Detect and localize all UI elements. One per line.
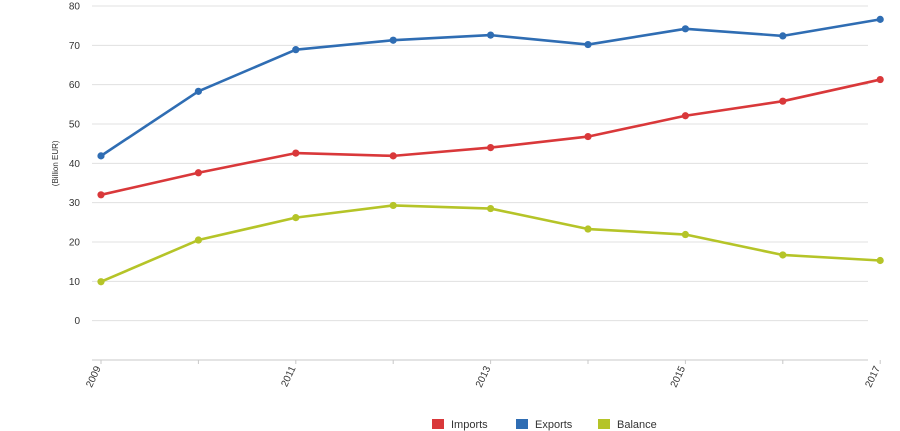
y-tick-label: 60 — [69, 80, 81, 91]
y-tick-label: 50 — [69, 120, 81, 131]
y-tick-label: 30 — [69, 198, 81, 209]
y-tick-label: 20 — [69, 238, 81, 249]
imports-point[interactable] — [389, 152, 397, 160]
x-tick-label: 2017 — [864, 364, 884, 389]
imports-point[interactable] — [584, 132, 592, 141]
y-tick-label: 0 — [74, 316, 80, 327]
exports-point[interactable] — [292, 46, 300, 54]
x-tick-label: 2009 — [84, 364, 104, 389]
legend-item-exports[interactable]: Exports — [516, 419, 573, 431]
exports-point[interactable] — [389, 36, 397, 44]
x-axis — [92, 359, 881, 364]
exports-point[interactable] — [779, 32, 787, 40]
balance-line — [99, 204, 882, 284]
gridlines — [92, 5, 868, 322]
imports-point[interactable] — [292, 149, 300, 157]
balance-point[interactable] — [389, 201, 397, 210]
balance-point[interactable] — [584, 225, 592, 233]
exports-point[interactable] — [584, 40, 592, 49]
exports-line — [99, 18, 882, 158]
balance-point[interactable] — [97, 278, 105, 286]
imports-point[interactable] — [194, 169, 202, 177]
balance-point[interactable] — [194, 236, 202, 244]
legend-label: Exports — [535, 419, 573, 431]
imports-point[interactable] — [487, 144, 495, 152]
x-tick-label: 2011 — [279, 364, 298, 389]
y-tick-label: 70 — [69, 41, 81, 52]
legend-swatch — [516, 419, 528, 429]
imports-point[interactable] — [97, 191, 105, 199]
imports-point[interactable] — [681, 112, 690, 120]
legend-swatch — [598, 419, 610, 429]
y-tick-label: 40 — [69, 159, 81, 170]
balance-point[interactable] — [779, 251, 787, 259]
series-imports — [97, 75, 884, 199]
balance-point[interactable] — [681, 230, 690, 239]
imports-point[interactable] — [876, 75, 884, 84]
series-exports — [97, 15, 884, 160]
imports-point[interactable] — [779, 97, 787, 105]
legend-swatch — [432, 419, 444, 429]
y-axis-tick-labels: 0 10 20 30 40 50 60 70 80 — [69, 2, 81, 328]
x-tick-label: 2015 — [669, 364, 689, 389]
legend[interactable]: Imports Exports Balance — [432, 419, 657, 431]
balance-point[interactable] — [487, 204, 495, 213]
exports-point[interactable] — [681, 25, 690, 33]
imports-line — [99, 78, 882, 197]
legend-label: Balance — [617, 419, 657, 431]
series-lines — [97, 15, 884, 286]
legend-label: Imports — [451, 419, 488, 431]
balance-point[interactable] — [292, 214, 300, 222]
exports-point[interactable] — [97, 152, 105, 160]
exports-point[interactable] — [876, 15, 884, 23]
y-axis-title: (Billion EUR) — [51, 140, 60, 186]
exports-point[interactable] — [194, 87, 202, 95]
legend-item-imports[interactable]: Imports — [432, 419, 488, 431]
x-tick-label: 2013 — [474, 364, 494, 389]
y-tick-label: 10 — [69, 277, 81, 288]
legend-item-balance[interactable]: Balance — [598, 419, 657, 431]
balance-point[interactable] — [876, 256, 884, 265]
exports-point[interactable] — [487, 31, 495, 39]
y-tick-label: 80 — [69, 2, 81, 13]
series-balance — [97, 201, 884, 286]
x-axis-tick-labels: 2009 2011 2013 2015 2017 — [84, 364, 883, 389]
